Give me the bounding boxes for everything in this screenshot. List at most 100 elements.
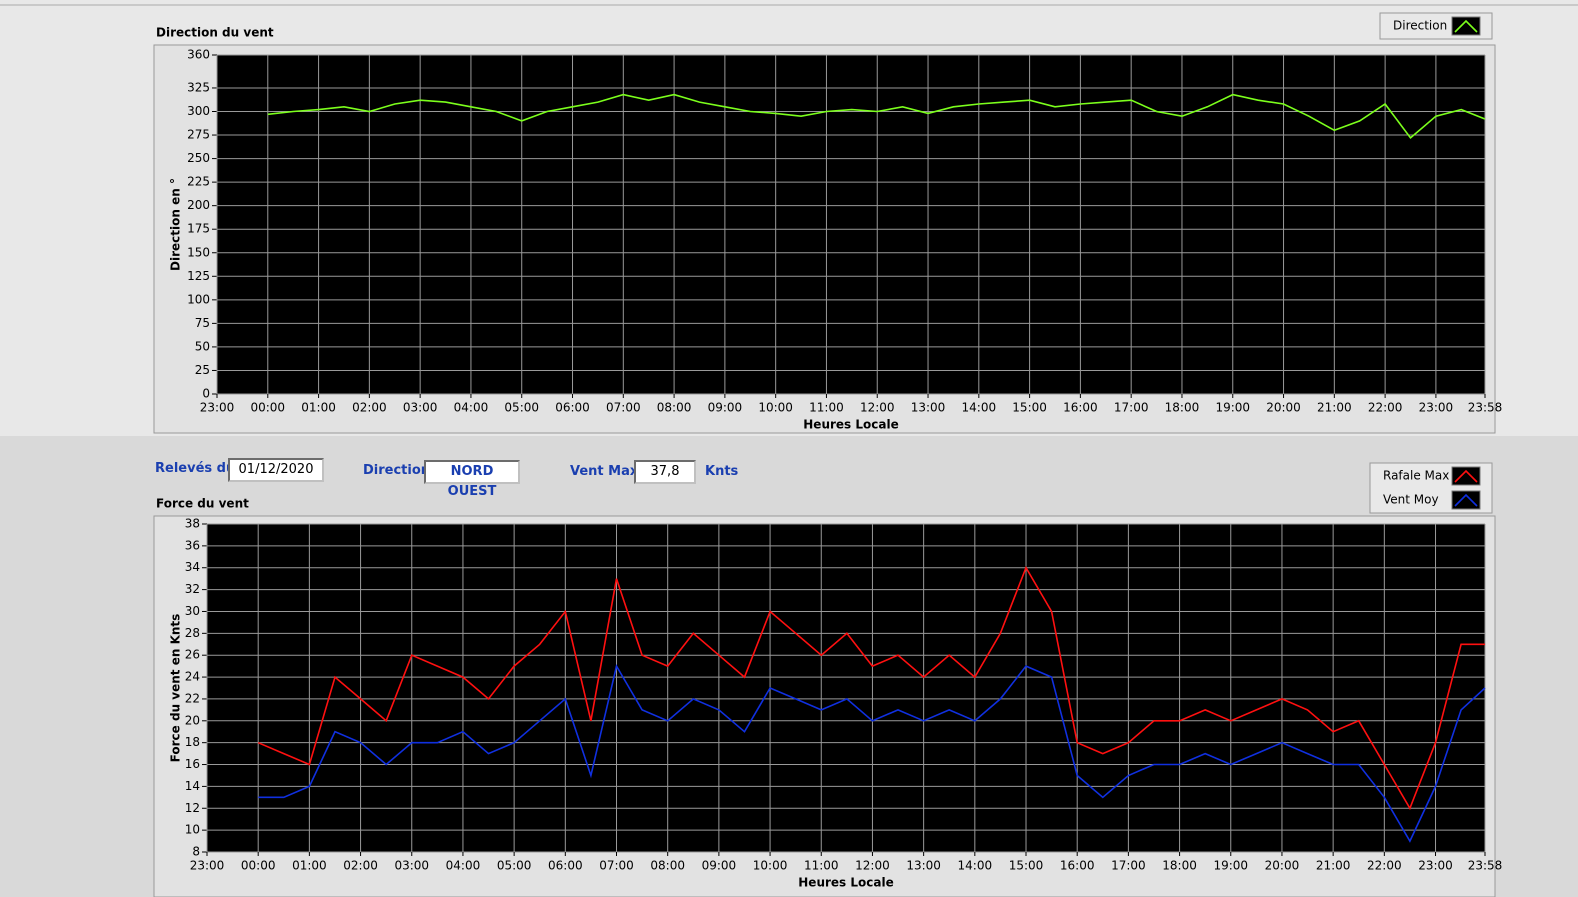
y-tick-label: 25: [195, 363, 210, 377]
y-tick-label: 50: [195, 339, 210, 353]
x-tick-label: 01:00: [292, 859, 327, 873]
x-tick-label: 12:00: [860, 401, 895, 415]
y-tick-label: 20: [185, 713, 200, 727]
line: [267, 93, 1486, 140]
max-unit: Knts: [705, 464, 739, 479]
date-field[interactable]: 01/12/2020: [228, 458, 324, 482]
x-tick-label: 21:00: [1316, 859, 1351, 873]
y-axis-label: Direction en °: [169, 178, 183, 271]
x-tick-label: 13:00: [911, 401, 946, 415]
x-tick-label: 15:00: [1009, 859, 1044, 873]
x-tick-label: 16:00: [1060, 859, 1095, 873]
x-axis-label: Heures Locale: [803, 418, 898, 432]
x-tick-label: 10:00: [758, 401, 793, 415]
x-tick-label: 21:00: [1317, 401, 1352, 415]
legend-swatch: [1451, 490, 1481, 510]
x-tick-label: 18:00: [1162, 859, 1197, 873]
x-tick-label: 20:00: [1265, 859, 1300, 873]
x-tick-label: 12:00: [855, 859, 890, 873]
y-tick-label: 100: [187, 292, 210, 306]
plot-area: [217, 55, 1485, 394]
legend-swatch: [1451, 16, 1481, 36]
legend-line: [1454, 469, 1478, 483]
x-tick-label: 17:00: [1114, 401, 1149, 415]
x-tick-label: 02:00: [352, 401, 387, 415]
x-tick-label: 05:00: [504, 401, 539, 415]
y-tick-label: 8: [192, 845, 200, 859]
x-tick-label: 07:00: [599, 859, 634, 873]
legend-label: Vent Moy: [1383, 493, 1439, 507]
y-tick-label: 300: [187, 104, 210, 118]
line: [257, 565, 1485, 811]
x-tick-label: 16:00: [1063, 401, 1098, 415]
date-label: Relevés du: [155, 461, 236, 476]
x-tick-label: 09:00: [702, 859, 737, 873]
x-tick-label: 20:00: [1266, 401, 1301, 415]
x-tick-label: 15:00: [1012, 401, 1047, 415]
x-tick-label: 06:00: [555, 401, 590, 415]
x-tick-label: 08:00: [657, 401, 692, 415]
x-tick-label: 00:00: [250, 401, 285, 415]
y-tick-label: 0: [202, 387, 210, 401]
x-tick-label: 23:00: [1418, 859, 1453, 873]
x-tick-label: 11:00: [809, 401, 844, 415]
x-tick-label: 23:00: [1419, 401, 1454, 415]
x-axis-label: Heures Locale: [798, 876, 893, 890]
legend-line: [1454, 19, 1478, 33]
x-tick-label: 00:00: [241, 859, 276, 873]
x-tick-label: 17:00: [1111, 859, 1146, 873]
plot-area: [207, 524, 1485, 852]
legend-label: Direction: [1393, 19, 1447, 33]
chart-title: Direction du vent: [156, 26, 274, 40]
y-axis-label: Force du vent en Knts: [169, 614, 183, 763]
y-tick-label: 32: [185, 582, 200, 596]
x-tick-label: 13:00: [906, 859, 941, 873]
x-tick-label: 18:00: [1165, 401, 1200, 415]
max-label: Vent Max: [570, 464, 639, 479]
x-tick-label: 19:00: [1215, 401, 1250, 415]
y-tick-label: 28: [185, 626, 200, 640]
y-tick-label: 30: [185, 604, 200, 618]
y-tick-label: 125: [187, 269, 210, 283]
x-tick-label: 22:00: [1367, 859, 1402, 873]
y-tick-label: 225: [187, 175, 210, 189]
x-tick-label: 03:00: [394, 859, 429, 873]
chart-title: Force du vent: [156, 497, 249, 511]
direction-label: Direction: [363, 463, 431, 478]
y-tick-label: 175: [187, 222, 210, 236]
x-tick-label: 11:00: [804, 859, 839, 873]
x-tick-label: 02:00: [343, 859, 378, 873]
y-tick-label: 14: [185, 779, 200, 793]
x-tick-label: 03:00: [403, 401, 438, 415]
x-tick-label: 09:00: [708, 401, 743, 415]
x-tick-label: 22:00: [1368, 401, 1403, 415]
x-tick-label: 23:58: [1468, 859, 1503, 873]
direction-field[interactable]: NORD OUEST: [424, 460, 520, 499]
y-tick-label: 75: [195, 316, 210, 330]
x-tick-label: 08:00: [650, 859, 685, 873]
y-tick-label: 150: [187, 245, 210, 259]
max-field[interactable]: 37,8: [634, 460, 696, 484]
x-tick-label: 23:58: [1468, 401, 1503, 415]
x-tick-label: 23:00: [200, 401, 235, 415]
line: [258, 663, 1486, 843]
x-tick-label: 04:00: [454, 401, 489, 415]
x-tick-label: 14:00: [958, 859, 993, 873]
x-tick-label: 05:00: [497, 859, 532, 873]
y-tick-label: 250: [187, 151, 210, 165]
x-tick-label: 23:00: [190, 859, 225, 873]
y-tick-label: 200: [187, 198, 210, 212]
x-tick-label: 01:00: [301, 401, 336, 415]
y-tick-label: 22: [185, 691, 200, 705]
y-tick-label: 325: [187, 80, 210, 94]
y-tick-label: 16: [185, 757, 200, 771]
x-tick-label: 07:00: [606, 401, 641, 415]
y-tick-label: 26: [185, 648, 200, 662]
x-tick-label: 06:00: [548, 859, 583, 873]
legend-label: Rafale Max: [1383, 469, 1449, 483]
y-tick-label: 275: [187, 128, 210, 142]
y-tick-label: 18: [185, 735, 200, 749]
y-tick-label: 38: [185, 517, 200, 531]
x-tick-label: 14:00: [962, 401, 997, 415]
